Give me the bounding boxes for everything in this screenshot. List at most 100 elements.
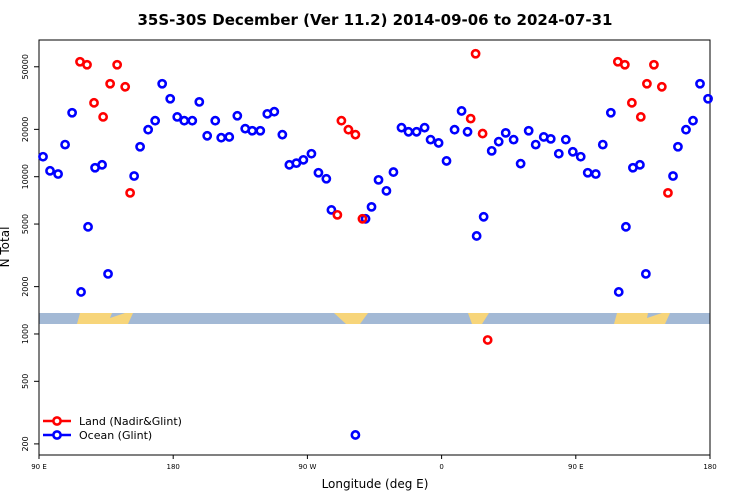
point [635, 159, 645, 170]
x-tick-label: 180 [167, 463, 180, 471]
point [560, 134, 571, 145]
point [590, 169, 601, 179]
point [688, 115, 698, 126]
point [350, 430, 361, 440]
point [135, 141, 145, 152]
point [635, 112, 646, 122]
y-tick-label: 2000 [21, 276, 30, 296]
point [425, 134, 436, 145]
point [306, 148, 317, 159]
point [357, 213, 368, 224]
ocean-band [39, 313, 710, 324]
point [478, 211, 489, 222]
point [97, 159, 107, 170]
point [157, 78, 168, 89]
point [471, 231, 482, 241]
point [45, 165, 55, 176]
point [582, 167, 593, 178]
point [343, 124, 354, 135]
point [336, 115, 347, 126]
point [621, 221, 631, 232]
point [470, 48, 481, 59]
land-patch [334, 313, 368, 324]
point [486, 145, 497, 156]
point [103, 268, 113, 279]
point [493, 136, 504, 147]
x-tick-label: 90 W [298, 463, 316, 471]
x-tick-label: 90 E [568, 463, 584, 471]
point [366, 201, 377, 212]
point [530, 139, 541, 150]
point [649, 59, 659, 70]
y-tick-label: 500 [21, 374, 30, 389]
point [477, 128, 488, 139]
legend-label: Land (Nadir&Glint) [79, 415, 182, 428]
y-tick-label: 200 [21, 436, 30, 451]
point [500, 127, 511, 138]
point [76, 287, 86, 297]
point [202, 130, 213, 141]
point [210, 115, 221, 126]
legend-marker [52, 416, 62, 426]
point [403, 126, 414, 137]
point [605, 107, 616, 118]
point [277, 129, 288, 140]
point [703, 93, 713, 104]
chart-title: 35S-30S December (Ver 11.2) 2014-09-06 t… [138, 11, 613, 29]
point [613, 287, 624, 297]
x-axis-label: Longitude (deg E) [322, 477, 429, 491]
point [656, 81, 667, 92]
point [150, 115, 161, 126]
x-tick-label: 90 E [31, 463, 47, 471]
legend-label: Ocean (Glint) [79, 429, 152, 442]
point [465, 113, 476, 124]
point [515, 158, 526, 169]
point [441, 156, 452, 166]
point [642, 78, 652, 89]
x-tick-label: 180 [703, 463, 716, 471]
map-strip [39, 313, 710, 324]
point [456, 106, 467, 116]
point [575, 151, 586, 162]
y-tick-label: 1000 [21, 324, 30, 344]
point [89, 97, 99, 108]
point [626, 97, 637, 108]
point [255, 125, 266, 136]
point [663, 187, 673, 198]
point [449, 124, 460, 135]
point [373, 174, 384, 185]
point [179, 115, 190, 126]
point [419, 122, 430, 133]
point [381, 185, 392, 196]
point [396, 122, 407, 133]
y-tick-label: 20000 [21, 117, 30, 142]
point [332, 209, 343, 220]
point [326, 205, 337, 215]
point [120, 81, 131, 92]
x-tick-label: 0 [439, 463, 443, 471]
point [597, 139, 608, 150]
point [194, 96, 205, 107]
point [553, 148, 564, 159]
point [187, 115, 198, 126]
point [462, 126, 473, 137]
point [508, 134, 519, 145]
y-tick-label: 10000 [21, 164, 30, 189]
point [668, 171, 678, 181]
point [105, 78, 116, 89]
point [298, 154, 309, 165]
y-axis-label: N Total [0, 227, 12, 268]
plot-frame [38, 39, 711, 456]
point [112, 59, 123, 70]
point [619, 59, 630, 70]
y-tick-label: 50000 [21, 54, 30, 79]
point [129, 171, 140, 181]
point [433, 138, 444, 148]
point [545, 133, 556, 144]
point [125, 187, 136, 198]
point [224, 132, 235, 142]
y-tick-label: 5000 [21, 214, 30, 234]
point [388, 167, 399, 177]
point [350, 129, 361, 140]
